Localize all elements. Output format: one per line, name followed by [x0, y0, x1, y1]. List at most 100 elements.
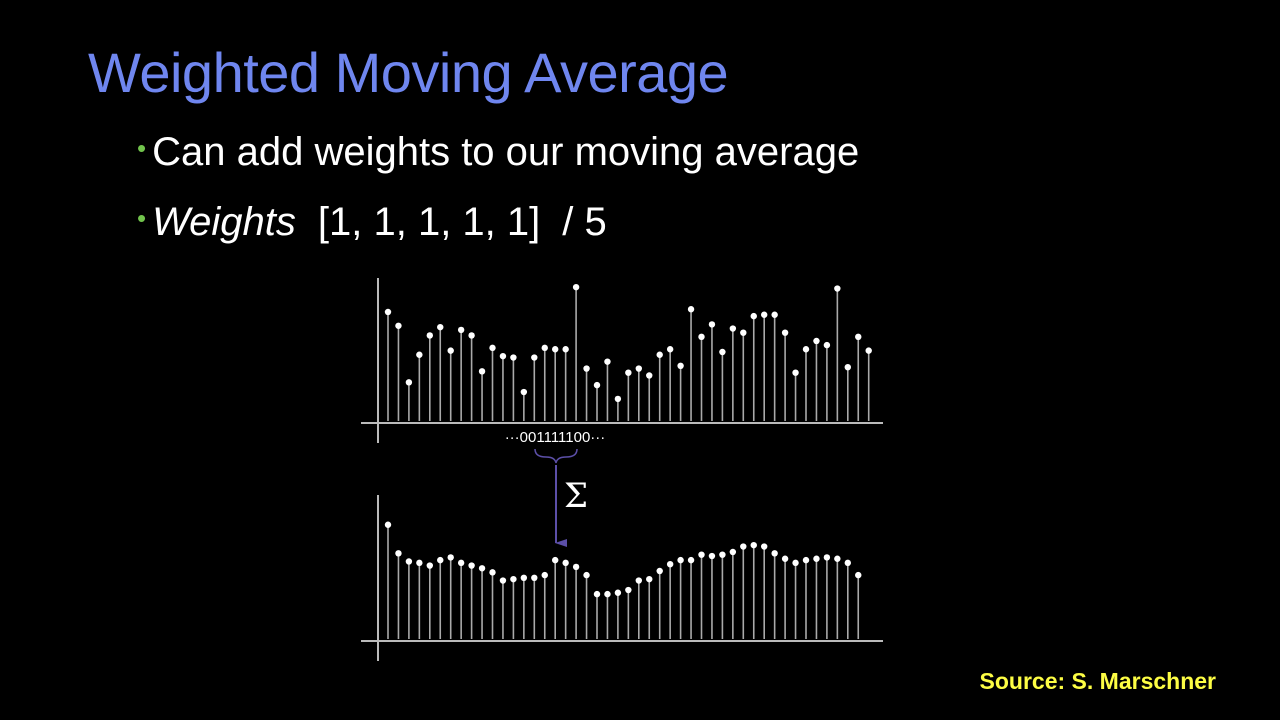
output-sample-point	[614, 589, 622, 596]
output-sample-point	[802, 556, 810, 564]
output-sample-point	[510, 575, 517, 583]
input-sample-point	[510, 354, 517, 361]
output-sample-point	[771, 550, 778, 557]
output-sample-point	[698, 551, 705, 558]
output-sample-point	[855, 571, 862, 579]
output-sample-point	[541, 571, 548, 579]
output-signal-plot	[361, 495, 883, 661]
input-sample-point	[708, 321, 716, 328]
output-sample-point	[729, 548, 737, 556]
input-sample-point	[792, 369, 799, 376]
kernel-brace-icon	[534, 448, 578, 464]
output-sample-point	[405, 558, 413, 565]
input-sample-point	[499, 352, 507, 360]
output-sample-point	[844, 559, 851, 567]
output-sample-point	[666, 561, 674, 568]
output-sample-point	[447, 554, 454, 561]
input-sample-point	[489, 344, 496, 352]
bullet-dot-icon: •	[137, 203, 147, 233]
input-sample-point	[781, 329, 789, 336]
input-sample-point	[719, 348, 726, 356]
output-sample-point	[416, 559, 423, 567]
output-sample-point	[708, 552, 716, 560]
output-sample-point	[750, 541, 757, 549]
output-sample-point	[781, 555, 789, 562]
input-sample-point	[687, 306, 695, 313]
input-sample-point	[395, 322, 402, 329]
output-sample-point	[437, 556, 444, 564]
output-sample-point	[646, 575, 653, 583]
output-sample-point	[687, 556, 695, 564]
output-sample-point	[426, 562, 433, 569]
output-sample-point	[552, 556, 559, 564]
input-sample-point	[614, 395, 622, 403]
input-sample-point	[426, 332, 433, 339]
input-sample-point	[531, 354, 538, 361]
kernel-sequence-label: ···001111100···	[505, 429, 606, 446]
input-sample-point	[834, 285, 841, 292]
output-sample-point	[489, 569, 496, 576]
output-sample-point	[562, 559, 569, 567]
output-sample-point	[719, 551, 726, 558]
output-sample-point	[625, 586, 632, 594]
output-sample-point	[593, 590, 601, 598]
input-sample-point	[666, 346, 674, 353]
output-sample-point	[604, 590, 611, 598]
input-sample-point	[625, 369, 632, 376]
slide-title: Weighted Moving Average	[88, 41, 729, 104]
input-sample-point	[698, 333, 705, 341]
input-sample-point	[562, 346, 569, 353]
sum-symbol: Σ	[564, 476, 588, 516]
bullet-can-add-weights: • Can add weights to our moving average	[137, 130, 859, 175]
input-sample-point	[635, 365, 642, 372]
input-sample-point	[593, 381, 601, 389]
input-sample-point	[416, 351, 423, 358]
output-sample-point	[395, 550, 402, 557]
output-sample-point	[457, 559, 465, 567]
output-sample-point	[635, 577, 642, 584]
bullet-weights: • Weights [1, 1, 1, 1, 1] / 5	[137, 200, 607, 245]
input-sample-point	[823, 341, 831, 349]
input-signal-plot	[361, 278, 883, 443]
output-sample-point	[468, 562, 475, 569]
input-sample-point	[384, 308, 392, 316]
bullet-text: Can add weights to our moving average	[152, 130, 860, 174]
input-sample-point	[457, 326, 465, 334]
input-sample-point	[604, 358, 611, 365]
input-sample-point	[520, 388, 528, 396]
output-sample-point	[520, 574, 528, 581]
input-sample-point	[646, 372, 653, 379]
input-sample-point	[478, 368, 486, 375]
input-sample-point	[468, 332, 475, 339]
input-sample-point	[437, 323, 444, 331]
output-sample-point	[572, 563, 580, 571]
input-sample-point	[771, 311, 778, 318]
input-sample-point	[865, 347, 872, 354]
stem-plot-diagram: ···001111100··· Σ	[361, 278, 883, 661]
output-sample-point	[656, 567, 663, 575]
output-sample-point	[834, 555, 841, 562]
input-sample-point	[813, 337, 820, 345]
output-sample-point	[384, 521, 392, 528]
input-sample-point	[802, 346, 810, 353]
weights-vector: [1, 1, 1, 1, 1]	[317, 200, 541, 244]
bullet-dot-icon: •	[137, 133, 147, 163]
output-sample-point	[583, 571, 590, 579]
input-sample-point	[656, 351, 663, 358]
input-sample-point	[552, 346, 559, 353]
output-sample-point	[823, 554, 831, 561]
input-sample-point	[405, 379, 413, 386]
output-sample-point	[499, 577, 507, 584]
input-sample-point	[855, 333, 862, 341]
input-sample-point	[447, 347, 454, 354]
source-credit: Source: S. Marschner	[979, 668, 1216, 694]
input-sample-point	[740, 329, 747, 336]
weights-label: Weights	[152, 200, 296, 244]
output-sample-point	[677, 556, 684, 564]
input-sample-point	[844, 363, 851, 371]
input-sample-point	[761, 311, 768, 318]
input-sample-point	[583, 365, 590, 372]
weights-divisor: / 5	[562, 200, 607, 244]
output-sample-point	[792, 559, 799, 567]
input-sample-point	[677, 362, 684, 369]
